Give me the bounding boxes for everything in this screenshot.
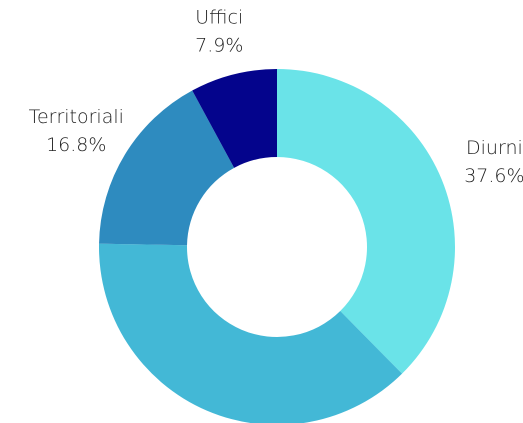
donut-segment	[99, 90, 235, 246]
donut-segment	[99, 243, 403, 423]
segment-label: Uffici	[195, 6, 243, 28]
segment-label: Diurni	[466, 137, 523, 159]
segment-value-label: 7.9%	[195, 34, 243, 56]
segment-label: Territoriali	[29, 106, 124, 128]
donut-segment	[277, 69, 456, 374]
segment-value-label: 16.8%	[46, 134, 106, 156]
segment-value-label: 37.6%	[464, 165, 523, 187]
donut-segment	[192, 69, 277, 168]
